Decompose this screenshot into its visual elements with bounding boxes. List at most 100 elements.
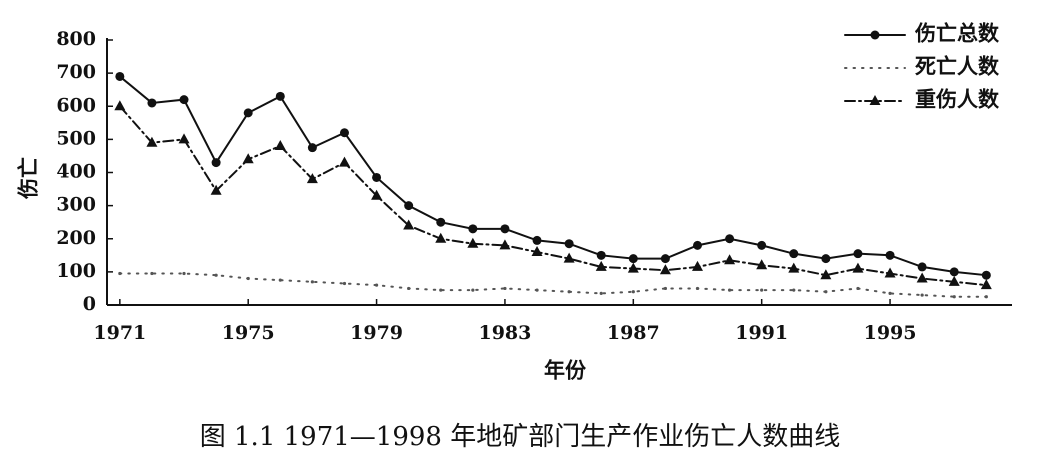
point (660, 254, 670, 264)
x-axis-label: 年份 (544, 358, 587, 383)
point (471, 288, 475, 292)
point (146, 136, 158, 147)
y-tick-label: 800 (56, 28, 96, 50)
point (952, 295, 956, 299)
point (564, 239, 574, 249)
point (307, 143, 317, 153)
point (663, 286, 668, 291)
point (532, 235, 542, 245)
point (692, 240, 702, 250)
point (948, 275, 960, 286)
x-tick-label: 1979 (350, 322, 403, 344)
point (403, 219, 415, 230)
point (339, 128, 349, 138)
point (150, 271, 154, 276)
point (214, 273, 218, 277)
y-tick-label: 100 (56, 260, 96, 282)
point (567, 290, 571, 294)
point (628, 254, 638, 264)
point (916, 272, 928, 283)
x-tick-label: 1971 (93, 322, 146, 344)
point (627, 262, 639, 273)
series-line (118, 105, 988, 287)
point (631, 290, 635, 294)
point (725, 234, 735, 244)
point (500, 224, 510, 234)
legend-marker (870, 30, 880, 40)
point (599, 291, 603, 296)
point (499, 239, 511, 250)
point (439, 288, 443, 292)
point (310, 280, 314, 284)
point (147, 98, 157, 108)
y-tick-label: 300 (56, 194, 96, 216)
point (115, 71, 125, 81)
point (118, 271, 122, 276)
point (372, 172, 382, 182)
point (179, 95, 189, 105)
point (792, 288, 796, 292)
y-tick-label: 0 (83, 293, 96, 315)
x-tick-label: 1987 (607, 322, 660, 344)
point (727, 288, 732, 292)
x-tick-label: 1975 (222, 322, 275, 344)
point (595, 260, 607, 271)
point (342, 281, 347, 286)
point (407, 286, 411, 291)
point (210, 184, 222, 195)
point (306, 173, 318, 184)
point (596, 250, 606, 260)
y-axis-label: 伤亡 (16, 157, 41, 200)
point (757, 240, 767, 250)
point (691, 260, 703, 271)
y-tick-label: 200 (56, 227, 96, 249)
point (820, 269, 832, 280)
series-line (118, 272, 988, 298)
point (563, 252, 575, 263)
legend-marker (869, 95, 881, 105)
point (374, 283, 379, 287)
point (824, 290, 828, 294)
point (275, 91, 285, 101)
point (278, 278, 282, 282)
point (371, 189, 383, 200)
point (980, 279, 992, 290)
point (789, 249, 799, 259)
point (338, 156, 350, 167)
point (984, 295, 988, 299)
point (856, 286, 860, 291)
point (760, 288, 764, 292)
legend-label: 死亡人数 (915, 54, 1000, 79)
point (756, 259, 768, 270)
point (695, 286, 700, 291)
x-tick-label: 1991 (735, 322, 788, 344)
point (821, 254, 831, 264)
point (178, 133, 190, 144)
point (535, 288, 539, 292)
point (467, 237, 479, 248)
point (274, 140, 286, 150)
point (884, 267, 896, 278)
point (243, 108, 253, 118)
point (182, 271, 186, 276)
point (503, 286, 507, 291)
y-tick-label: 700 (56, 61, 96, 83)
x-tick-label: 1983 (478, 322, 531, 344)
point (852, 262, 864, 273)
point (981, 270, 991, 280)
y-tick-label: 400 (56, 161, 96, 183)
point (949, 267, 959, 277)
point (246, 276, 250, 281)
point (853, 249, 863, 259)
point (435, 232, 447, 243)
point (114, 100, 126, 111)
point (531, 246, 543, 256)
x-tick-label: 1995 (864, 322, 917, 344)
legend-label: 伤亡总数 (914, 21, 1000, 46)
point (211, 158, 221, 168)
legend-label: 重伤人数 (915, 87, 1000, 112)
point (468, 224, 478, 234)
point (885, 250, 895, 260)
